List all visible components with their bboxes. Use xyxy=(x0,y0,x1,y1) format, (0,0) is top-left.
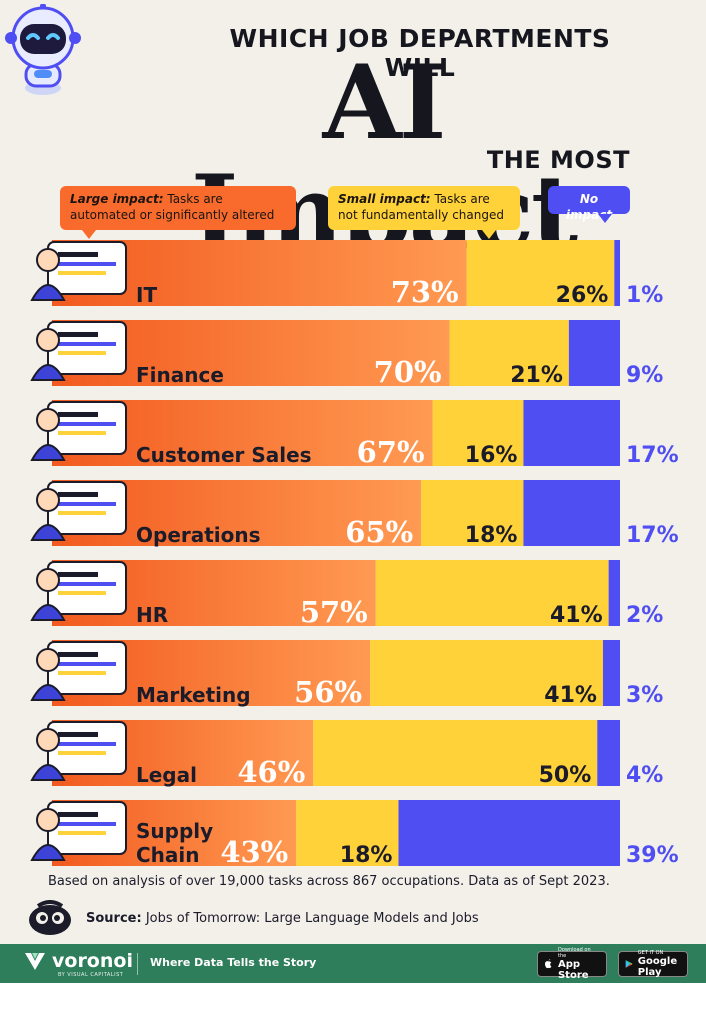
page-bottom-margin xyxy=(0,983,706,1023)
value-none-supply-chain: 39% xyxy=(626,843,679,868)
bar-none-customer-sales xyxy=(523,400,620,466)
bar-small-hr xyxy=(375,560,609,626)
value-small-marketing: 41% xyxy=(544,683,597,708)
source-text: Source: Jobs of Tomorrow: Large Language… xyxy=(86,911,479,926)
value-small-it: 26% xyxy=(556,283,609,308)
value-large-it: 73% xyxy=(391,275,459,309)
visual-capitalist-logo-icon xyxy=(29,900,71,935)
bar-small-legal xyxy=(313,720,598,786)
source-value: Jobs of Tomorrow: Large Language Models … xyxy=(145,910,479,926)
value-none-customer-sales: 17% xyxy=(626,443,679,468)
finance-worker-icon xyxy=(30,321,127,381)
app-store-big-text: App Store xyxy=(557,959,589,981)
title-top-line: WHICH JOB DEPARTMENTS WILL xyxy=(229,24,611,82)
brand-subtitle: BY VISUAL CAPITALIST xyxy=(58,972,124,978)
brand-name: voronoi xyxy=(52,949,133,972)
legal-worker-icon xyxy=(30,721,127,781)
bar-none-it xyxy=(614,240,620,306)
category-label-hr: HR xyxy=(136,603,168,627)
bar-none-operations xyxy=(523,480,620,546)
value-large-hr: 57% xyxy=(300,595,368,629)
value-small-customer-sales: 16% xyxy=(465,443,518,468)
bar-none-marketing xyxy=(602,640,620,706)
value-large-legal: 46% xyxy=(237,755,305,789)
voronoi-logo[interactable]: voronoi xyxy=(24,951,133,971)
bar-small-it xyxy=(466,240,615,306)
value-small-operations: 18% xyxy=(465,523,518,548)
robot-icon xyxy=(5,4,81,95)
app-store-button[interactable]: Download on the App Store xyxy=(537,947,607,981)
bar-small-finance xyxy=(449,320,569,386)
bar-small-operations xyxy=(421,480,524,546)
source-line: Source: Jobs of Tomorrow: Large Language… xyxy=(28,896,479,940)
google-play-button[interactable]: GET IT ON Google Play xyxy=(618,950,688,978)
bar-none-finance xyxy=(568,320,620,386)
operations-worker-icon xyxy=(30,481,127,541)
value-none-operations: 17% xyxy=(626,523,679,548)
customer-sales-worker-icon xyxy=(30,401,127,461)
category-label-operations: Operations xyxy=(136,523,261,547)
footnote: Based on analysis of over 19,000 tasks a… xyxy=(48,874,610,889)
category-label-it: IT xyxy=(136,283,157,307)
value-large-supply-chain: 43% xyxy=(220,835,288,869)
supply-chain-worker-icon xyxy=(30,801,127,861)
bar-small-customer-sales xyxy=(432,400,524,466)
footer-divider xyxy=(137,953,138,975)
value-none-finance: 9% xyxy=(626,363,663,388)
footer-bar: voronoi BY VISUAL CAPITALIST Where Data … xyxy=(0,944,706,983)
stacked-bar-chart: IT 73% 26% 1% Finance 70% 21% 9% Customer Sales 6… xyxy=(30,240,679,869)
value-none-legal: 4% xyxy=(626,763,663,788)
legend-large-label: Large impact: xyxy=(70,192,164,206)
value-large-operations: 65% xyxy=(345,515,413,549)
title-bottom-line: THE MOST xyxy=(486,146,630,174)
category-label-finance: Finance xyxy=(136,363,224,387)
legend-small-label: Small impact: xyxy=(338,192,431,206)
voronoi-mark-icon xyxy=(25,953,45,970)
google-play-big-text: Google Play xyxy=(637,956,678,978)
value-small-finance: 21% xyxy=(510,363,563,388)
source-label: Source: xyxy=(86,910,142,926)
apple-icon xyxy=(544,959,552,969)
it-worker-icon xyxy=(30,241,127,301)
value-small-supply-chain: 18% xyxy=(340,843,393,868)
category-label-supply-chain: Supply Chain xyxy=(136,819,213,867)
bar-none-supply-chain xyxy=(398,800,620,866)
value-large-customer-sales: 67% xyxy=(357,435,425,469)
tagline: Where Data Tells the Story xyxy=(150,956,317,969)
bar-small-supply-chain xyxy=(296,800,399,866)
legend-small-impact: Small impact: Tasks are not fundamentall… xyxy=(328,186,520,239)
legend-large-impact: Large impact: Tasks are automated or sig… xyxy=(60,186,296,239)
bar-none-hr xyxy=(608,560,620,626)
value-small-legal: 50% xyxy=(539,763,592,788)
legend-large-description: Tasks are automated or significantly alt… xyxy=(70,192,275,222)
value-none-hr: 2% xyxy=(626,603,663,628)
category-label-customer-sales: Customer Sales xyxy=(136,443,312,467)
category-label-marketing: Marketing xyxy=(136,683,251,707)
value-large-finance: 70% xyxy=(374,355,442,389)
category-label-legal: Legal xyxy=(136,763,197,787)
bar-small-marketing xyxy=(370,640,603,706)
marketing-worker-icon xyxy=(30,641,127,701)
legend-no-impact: No impact xyxy=(548,186,630,223)
value-none-it: 1% xyxy=(626,283,663,308)
hr-worker-icon xyxy=(30,561,127,621)
value-none-marketing: 3% xyxy=(626,683,663,708)
value-small-hr: 41% xyxy=(550,603,603,628)
legend-small-description: Tasks are not fundamentally changed xyxy=(338,192,504,222)
google-play-icon xyxy=(625,960,633,968)
app-store-small-text: Download on the xyxy=(557,947,591,959)
bar-none-legal xyxy=(597,720,620,786)
value-large-marketing: 56% xyxy=(294,675,362,709)
google-play-small-text: GET IT ON xyxy=(637,950,664,956)
